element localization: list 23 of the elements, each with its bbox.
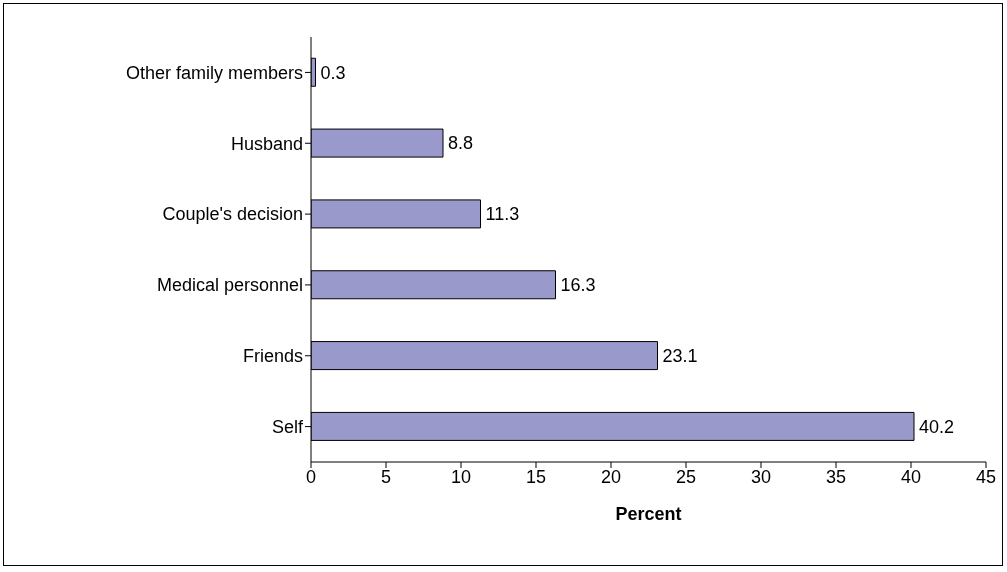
x-tick-label: 15 [525,466,547,487]
data-label: 0.3 [320,62,346,83]
x-tick-label: 0 [305,466,317,487]
data-label: 16.3 [560,275,596,296]
x-tick-label: 10 [450,466,472,487]
x-tick-label: 40 [900,466,922,487]
y-tick-label: Friends [242,346,303,367]
x-tick-label: 5 [380,466,392,487]
y-tick-label: Couple's decision [162,204,303,225]
x-tick-label: 25 [675,466,697,487]
x-tick-label: 45 [975,466,997,487]
data-label: 8.8 [448,133,474,154]
data-label: 11.3 [485,204,520,225]
y-tick-label: Other family members [125,62,303,83]
y-tick-label: Self [271,416,304,437]
x-tick-label: 20 [600,466,622,487]
data-label: 23.1 [662,345,698,366]
y-tick-label: Husband [230,133,303,154]
x-tick-label: 35 [825,466,847,487]
x-axis-title: Percent [615,504,682,524]
x-tick-label: 30 [750,466,772,487]
y-tick-label: Medical personnel [156,275,303,296]
data-label: 40.2 [919,416,955,437]
